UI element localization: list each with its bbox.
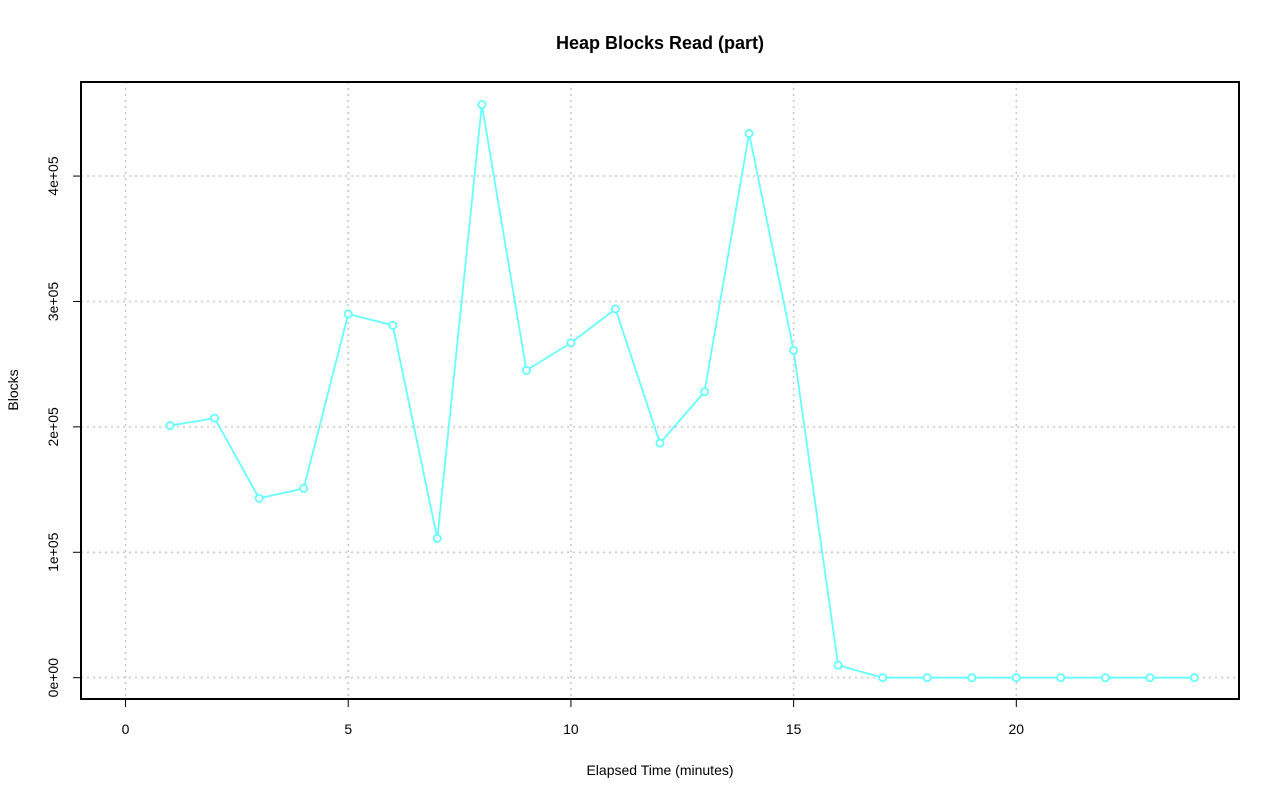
series-group (165, 100, 1199, 683)
data-point (210, 413, 220, 423)
y-tick-label: 4e+05 (45, 156, 61, 196)
data-point (700, 387, 710, 397)
data-point (299, 483, 309, 493)
x-tick-label: 10 (563, 721, 579, 737)
series-line (169, 104, 1195, 679)
chart-title: Heap Blocks Read (part) (556, 33, 764, 53)
data-point (1011, 673, 1021, 683)
y-tick-label: 0e+00 (45, 658, 61, 698)
data-point (388, 320, 398, 330)
data-point (789, 345, 799, 355)
plot-frame (80, 81, 1240, 700)
data-point (566, 338, 576, 348)
data-point (1189, 673, 1199, 683)
data-point (521, 365, 531, 375)
y-tick-label: 1e+05 (45, 532, 61, 572)
y-tick-label: 3e+05 (45, 282, 61, 322)
data-point (1145, 673, 1155, 683)
data-point (254, 493, 264, 503)
data-point (967, 673, 977, 683)
data-point (655, 438, 665, 448)
data-point (833, 660, 843, 670)
x-tick-label: 15 (786, 721, 802, 737)
data-point (878, 673, 888, 683)
data-point (922, 673, 932, 683)
data-point (477, 100, 487, 110)
axes: 0 5 10 15 20 0e+00 1e+05 2e+05 3e+05 4e+05 (45, 156, 1024, 737)
data-point (1056, 673, 1066, 683)
x-tick-label: 5 (344, 721, 352, 737)
data-point (610, 304, 620, 314)
data-point (744, 128, 754, 138)
grid-lines (81, 82, 1239, 699)
data-point (343, 309, 353, 319)
y-axis-label: Blocks (5, 369, 21, 410)
data-point (1100, 673, 1110, 683)
x-tick-label: 0 (122, 721, 130, 737)
data-point (165, 421, 175, 431)
x-axis-label: Elapsed Time (minutes) (586, 762, 733, 778)
data-point (432, 533, 442, 543)
x-tick-label: 20 (1009, 721, 1025, 737)
y-tick-label: 2e+05 (45, 407, 61, 447)
